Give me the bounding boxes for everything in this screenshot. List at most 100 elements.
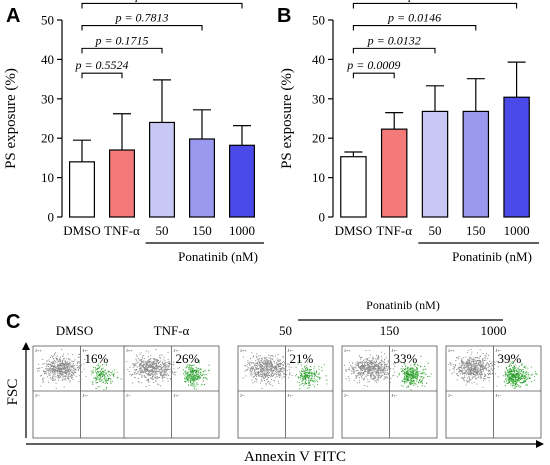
scatter-dot-gray	[281, 370, 283, 372]
scatter-dot-gray	[140, 360, 142, 362]
scatter-dot-gray	[61, 370, 63, 372]
scatter-dot-gray	[380, 370, 382, 372]
scatter-dot-green	[305, 383, 307, 385]
scatter-dot-gray	[133, 373, 135, 375]
scatter-dot-gray	[149, 359, 151, 361]
scatter-dot-gray	[259, 367, 261, 369]
scatter-dot-green	[419, 381, 421, 383]
scatter-dot-green	[98, 367, 100, 369]
scatter-dot-green	[512, 378, 514, 380]
scatter-dot-gray	[368, 357, 370, 359]
scatter-dot-gray	[66, 366, 68, 368]
scatter-dot-gray	[384, 359, 386, 361]
scatter-dot-gray	[375, 370, 377, 372]
scatter-dot-gray	[254, 374, 256, 376]
scatter-dot-gray	[493, 361, 495, 363]
scatter-dot-green	[309, 369, 311, 371]
scatter-dot-gray	[367, 374, 369, 376]
scatter-dot-green	[186, 374, 188, 376]
scatter-dot-green	[311, 374, 313, 376]
scatter-dot-green	[509, 364, 511, 366]
scatter-dot-gray	[151, 377, 153, 379]
scatter-dot-green	[91, 371, 93, 373]
scatter-dot-gray	[159, 385, 161, 387]
scatter-dot-gray	[259, 362, 261, 364]
scatter-dot-gray	[140, 358, 142, 360]
scatter-dot-gray	[166, 373, 168, 375]
scatter-dot-gray	[263, 372, 265, 374]
p-value-label: p > 0.9999	[134, 0, 188, 2]
scatter-dot-gray	[361, 372, 363, 374]
scatter-dot-green	[304, 370, 306, 372]
scatter-dot-gray	[81, 364, 83, 366]
scatter-dot-gray	[64, 368, 66, 370]
scatter-dot-gray	[83, 363, 85, 365]
scatter-dot-gray	[143, 367, 145, 369]
scatter-dot-gray	[57, 358, 59, 360]
scatter-dot-gray	[466, 366, 468, 368]
scatter-dot-green	[308, 374, 310, 376]
scatter-dot-gray	[367, 381, 369, 383]
scatter-dot-gray	[469, 371, 471, 373]
scatter-dot-gray	[482, 359, 484, 361]
scatter-dot-green	[195, 376, 197, 378]
scatter-dot-gray	[76, 367, 78, 369]
scatter-dot-gray	[397, 376, 399, 378]
scatter-dot-gray	[156, 370, 158, 372]
scatter-dot-gray	[470, 365, 472, 367]
scatter-dot-gray	[155, 348, 157, 350]
scatter-dot-gray	[52, 370, 54, 372]
scatter-dot-gray	[62, 370, 64, 372]
bar-4	[503, 96, 530, 218]
scatter-dot-gray	[366, 360, 368, 362]
scatter-dot-green	[195, 373, 197, 375]
scatter-dot-gray	[272, 372, 274, 374]
scatter-dot-gray	[455, 360, 457, 362]
scatter-dot-gray	[258, 371, 260, 373]
scatter-dot-gray	[261, 366, 263, 368]
scatter-dot-green	[519, 373, 521, 375]
scatter-dot-green	[191, 379, 193, 381]
scatter-dot-green	[400, 385, 402, 387]
scatter-dot-green	[414, 376, 416, 378]
scatter-dot-green	[305, 376, 307, 378]
scatter-dot-gray	[53, 373, 55, 375]
scatter-dot-gray	[350, 364, 352, 366]
scatter-dot-gray	[54, 367, 56, 369]
scatter-dot-green	[404, 374, 406, 376]
scatter-dot-green	[511, 361, 513, 363]
scatter-dot-gray	[272, 364, 274, 366]
scatter-dot-gray	[347, 376, 349, 378]
scatter-dot-gray	[250, 371, 252, 373]
scatter-dot-gray	[54, 359, 56, 361]
scatter-dot-green	[107, 371, 109, 373]
percent-label: 16%	[85, 351, 109, 366]
scatter-dot-gray	[289, 372, 291, 374]
scatter-dot-gray	[261, 365, 263, 367]
scatter-dot-gray	[370, 372, 372, 374]
scatter-dot-gray	[461, 373, 463, 375]
scatter-dot-green	[410, 381, 412, 383]
scatter-dot-gray	[163, 370, 165, 372]
scatter-dot-green	[99, 365, 101, 367]
scatter-dot-gray	[259, 371, 261, 373]
scatter-dot-green	[204, 369, 206, 371]
scatter-dot-gray	[52, 368, 54, 370]
scatter-dot-green	[518, 379, 520, 381]
scatter-dot-green	[408, 371, 410, 373]
scatter-dot-gray	[160, 366, 162, 368]
scatter-dot-green	[313, 373, 315, 375]
scatter-dot-gray	[477, 370, 479, 372]
panel-letter: B	[277, 5, 291, 27]
scatter-dot-gray	[277, 366, 279, 368]
scatter-dot-green	[513, 385, 515, 387]
scatter-dot-gray	[128, 371, 130, 373]
scatter-dot-green	[305, 379, 307, 381]
scatter-dot-green	[410, 379, 412, 381]
bar-3	[462, 110, 490, 218]
scatter-dot-green	[520, 385, 522, 387]
scatter-dot-gray	[266, 379, 268, 381]
p-value-label: p = 0.1715	[94, 33, 148, 47]
y-tick-label: 10	[312, 170, 325, 185]
scatter-dot-gray	[254, 363, 256, 365]
